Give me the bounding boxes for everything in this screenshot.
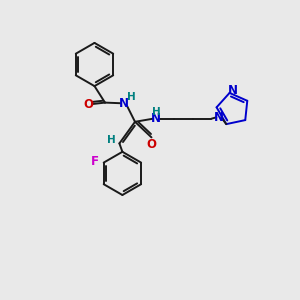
Text: N: N	[214, 111, 224, 124]
Text: H: H	[127, 92, 136, 102]
Text: H: H	[106, 135, 116, 145]
Text: H: H	[152, 106, 160, 117]
Text: N: N	[151, 112, 161, 125]
Text: N: N	[118, 97, 129, 110]
Text: N: N	[228, 84, 238, 97]
Text: O: O	[83, 98, 93, 111]
Text: O: O	[146, 137, 157, 151]
Text: F: F	[91, 155, 99, 168]
